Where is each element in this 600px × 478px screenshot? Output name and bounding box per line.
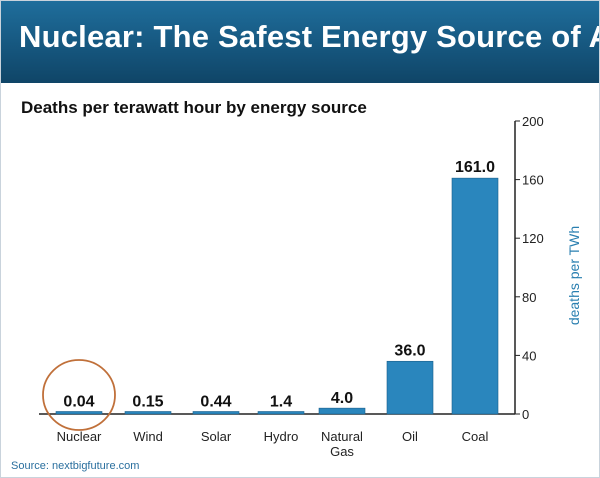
bar-3 <box>257 411 305 415</box>
data-label: 161.0 <box>455 159 495 176</box>
data-label: 36.0 <box>394 342 425 359</box>
bar-6 <box>451 177 499 415</box>
bar-0 <box>55 411 103 415</box>
y-tick-label: 160 <box>522 173 544 188</box>
data-label: 0.44 <box>200 394 231 411</box>
source-note: Source: nextbigfuture.com <box>11 460 140 472</box>
category-label: Nuclear <box>57 429 102 444</box>
category-label: Coal <box>462 429 489 444</box>
chart-title: Deaths per terawatt hour by energy sourc… <box>21 98 367 117</box>
data-label: 1.4 <box>270 394 292 411</box>
category-label: Wind <box>133 429 163 444</box>
highlight-circle <box>42 359 116 431</box>
y-axis-label: deaths per TWh <box>566 226 582 325</box>
y-tick-label: 80 <box>522 290 536 305</box>
category-label: Hydro <box>264 429 299 444</box>
category-label: Solar <box>201 429 232 444</box>
bar-2 <box>192 411 240 415</box>
bar-5 <box>386 360 434 415</box>
page-title: Nuclear: The Safest Energy Source of All <box>19 19 600 54</box>
y-tick-label: 40 <box>522 348 536 363</box>
title-banner: Nuclear: The Safest Energy Source of All <box>1 1 599 83</box>
y-tick-label: 200 <box>522 114 544 129</box>
data-label: 0.15 <box>132 394 163 411</box>
y-tick-label: 0 <box>522 407 529 422</box>
category-label: Oil <box>402 429 418 444</box>
data-label: 0.04 <box>63 394 94 411</box>
bar-1 <box>124 411 172 415</box>
data-label: 4.0 <box>331 390 353 407</box>
category-label: Natural Gas <box>321 429 363 459</box>
bar-4 <box>318 407 366 415</box>
y-tick-label: 120 <box>522 231 544 246</box>
